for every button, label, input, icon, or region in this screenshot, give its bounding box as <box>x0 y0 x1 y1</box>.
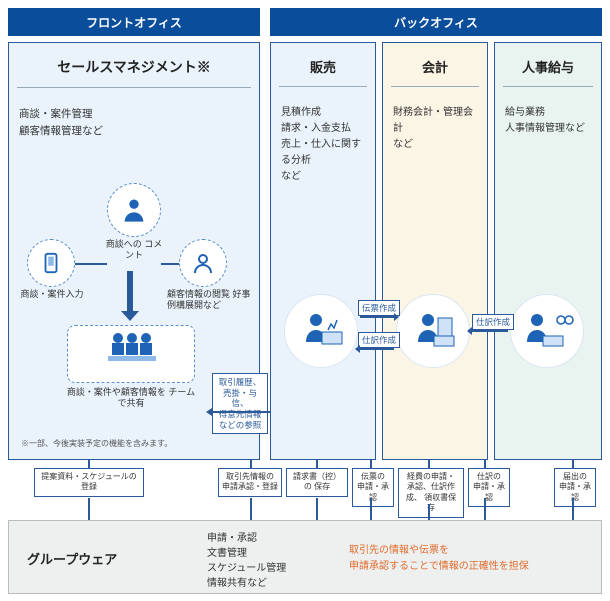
conn-1: 取引先情報の 申請承認・登録 <box>218 468 282 497</box>
conn-0: 提案資料・スケジュールの 登録 <box>34 468 144 497</box>
arrow-kj <box>472 330 508 332</box>
dstem-0 <box>88 498 90 520</box>
bubble-right <box>179 239 227 287</box>
kaikei-person <box>396 294 470 368</box>
phone-icon <box>40 252 62 274</box>
sales-footnote: ※一部、今後実装予定の機能を含みます。 <box>21 438 172 449</box>
dstem-5 <box>484 498 486 520</box>
gw-note: 取引先の情報や伝票を 申請承認することで情報の正確性を担保 <box>349 543 529 575</box>
sales-title: セールスマネジメント※ <box>19 57 249 77</box>
jinji-sub: 給与業務 人事情報管理など <box>505 105 591 137</box>
divider <box>503 86 593 87</box>
panel-kaikei: 会計 財務会計・管理会計 など <box>382 42 488 460</box>
divider <box>391 86 479 87</box>
tab-back-office: バックオフィス <box>270 8 602 36</box>
kaikei-title: 会計 <box>393 57 477 76</box>
share-box <box>67 325 195 383</box>
sales-subtitle: 商談・案件管理 顧客情報管理など <box>19 106 249 140</box>
bubble-left-label: 商談・案件入力 <box>17 289 87 300</box>
arrow-down <box>127 271 133 313</box>
team-icon <box>68 326 196 364</box>
line-l <box>75 263 107 265</box>
conn-3: 伝票の 申請・承認 <box>352 468 394 507</box>
arrow-hk-1 <box>360 316 394 318</box>
desk-person-icon <box>296 306 346 356</box>
panel-jinji: 人事給与 給与業務 人事情報管理など <box>494 42 602 460</box>
hanbai-person <box>284 294 358 368</box>
conn-6: 届出の 申請・承認 <box>554 468 596 507</box>
arrow-hk-2 <box>360 348 394 350</box>
desk-person-group-icon <box>519 306 575 356</box>
tab-front-office: フロントオフィス <box>8 8 260 36</box>
dstem-2 <box>316 498 318 520</box>
diagram-root: フロントオフィス バックオフィス セールスマネジメント※ 商談・案件管理 顧客情… <box>0 0 610 601</box>
flow-ref-label: 取引履歴、売掛・与信、 得意先情報 などの参照 <box>212 373 268 434</box>
panel-hanbai: 販売 見積作成 請求・入金支払 売上・仕入に関する分析 など <box>270 42 376 460</box>
jinji-title: 人事給与 <box>505 57 591 76</box>
arrow-down-head <box>121 311 139 321</box>
kaikei-sub: 財務会計・管理会計 など <box>393 105 477 153</box>
person-icon <box>120 196 148 224</box>
desk-person-calc-icon <box>408 306 458 356</box>
gw-list: 申請・承認 文書管理 スケジュール管理 情報共有など <box>207 531 286 591</box>
panel-groupware: グループウェア 申請・承認 文書管理 スケジュール管理 情報共有など 取引先の情… <box>8 520 602 594</box>
tag-shiwake: 仕訳作成 <box>358 332 400 348</box>
conn-4: 経費の申請・ 承認、仕訳作成、 領収書保存 <box>398 468 464 518</box>
jinji-person <box>510 294 584 368</box>
hanbai-title: 販売 <box>281 57 365 76</box>
share-box-label: 商談・案件や顧客情報を チームで共有 <box>63 387 199 410</box>
divider <box>279 86 367 87</box>
bubble-right-label: 顧客情報の閲覧 好事例構展開など <box>167 289 255 312</box>
conn-5: 仕訳の 申請・承認 <box>468 468 510 507</box>
divider <box>17 87 251 88</box>
bubble-center <box>107 183 161 237</box>
dstem-6 <box>572 498 574 520</box>
gw-title: グループウェア <box>27 549 117 568</box>
flow-ref-arrow <box>212 411 277 413</box>
dstem-4 <box>428 504 430 520</box>
line-r <box>161 263 179 265</box>
dstem-1 <box>250 498 252 520</box>
person2-icon <box>191 251 215 275</box>
conn-2: 請求書（控）の 保存 <box>286 468 348 497</box>
hanbai-sub: 見積作成 請求・入金支払 売上・仕入に関する分析 など <box>281 105 365 185</box>
tag-shiwake2: 仕訳作成 <box>472 314 514 330</box>
bubble-center-label: 商談への コメント <box>105 239 163 262</box>
bubble-left <box>27 239 75 287</box>
panel-sales-management: セールスマネジメント※ 商談・案件管理 顧客情報管理など 商談への コメント 商… <box>8 42 260 460</box>
dstem-3 <box>370 498 372 520</box>
